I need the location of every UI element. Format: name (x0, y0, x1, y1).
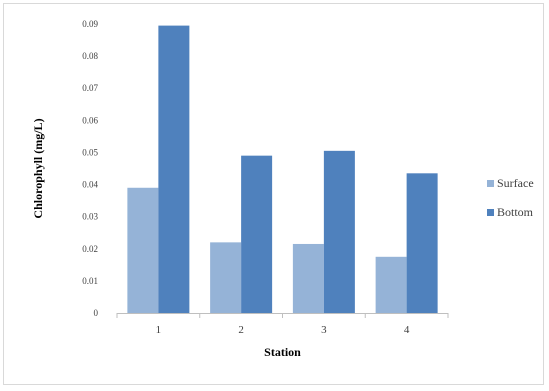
x-tick-label: 4 (404, 324, 410, 336)
y-tick-label: 0.05 (82, 147, 98, 157)
legend: Surface Bottom (487, 176, 534, 219)
x-axis-title: Station (264, 345, 301, 359)
bar-bottom-station-2 (241, 155, 273, 313)
bar-surface-station-4 (375, 256, 407, 313)
bar-surface-station-3 (292, 243, 324, 313)
y-tick-label: 0.01 (82, 276, 98, 286)
bar-surface-station-1 (127, 187, 159, 313)
y-tick-label: 0.02 (82, 244, 98, 254)
y-tick-label: 0.06 (82, 115, 98, 125)
bar-bottom-station-1 (158, 25, 190, 313)
bar-bottom-station-3 (323, 150, 355, 313)
y-axis-title: Chlorophyll (mg/L) (31, 118, 45, 218)
y-tick-label: 0.04 (82, 180, 98, 190)
y-tick-label: 0.08 (82, 51, 98, 61)
y-tick-label: 0.03 (82, 212, 98, 222)
bar-chart: 0 0.01 0.02 0.03 0.04 0.05 0.06 0.07 0.08 0.09 1 2… (31, 19, 534, 359)
x-axis-ticks: 1 2 3 4 (116, 313, 449, 336)
x-tick-label: 1 (156, 324, 162, 336)
legend-swatch-surface (487, 180, 494, 187)
bar-surface-station-2 (210, 242, 242, 313)
x-tick-label: 3 (321, 324, 327, 336)
legend-swatch-bottom (487, 209, 494, 216)
y-axis-ticks: 0 0.01 0.02 0.03 0.04 0.05 0.06 0.07 0.08 0.09 (82, 19, 98, 318)
y-tick-label: 0.07 (82, 83, 98, 93)
chart-area: 0 0.01 0.02 0.03 0.04 0.05 0.06 0.07 0.08 0.09 1 2… (3, 3, 544, 385)
legend-label-surface: Surface (497, 176, 534, 190)
bar-bottom-station-4 (406, 173, 438, 313)
y-tick-label: 0.09 (82, 19, 98, 29)
y-tick-label: 0 (94, 308, 99, 318)
bars-group (127, 25, 438, 313)
x-tick-label: 2 (238, 324, 244, 336)
legend-label-bottom: Bottom (497, 205, 534, 219)
